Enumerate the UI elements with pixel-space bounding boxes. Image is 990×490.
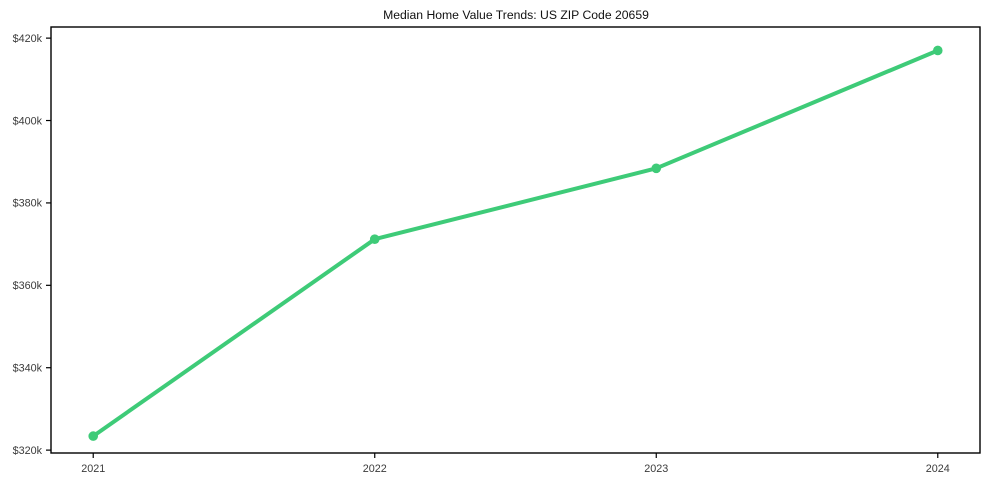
x-tick-label: 2023 [644,463,668,475]
data-point-marker [651,163,662,174]
y-tick-label: $400k [13,115,43,127]
y-tick-label: $420k [13,33,43,45]
data-line [91,48,940,439]
data-point-marker [369,234,380,244]
data-point-marker [88,431,99,441]
data-point-marker [932,45,943,56]
y-tick-label: $360k [13,280,43,292]
plot-area: $320k $340k $360k $380k $400k $420k 2021 2022 20… [13,26,981,475]
x-tick-label: 2021 [81,463,105,475]
plot-border [50,26,981,454]
y-tick-label: $380k [13,198,43,210]
y-tick-label: $340k [13,363,43,375]
x-tick-label: 2022 [363,463,387,475]
y-tick-label: $320k [13,445,43,457]
x-tick-label: 2024 [926,463,950,475]
chart-title: Median Home Value Trends: US ZIP Code 20… [383,8,649,22]
